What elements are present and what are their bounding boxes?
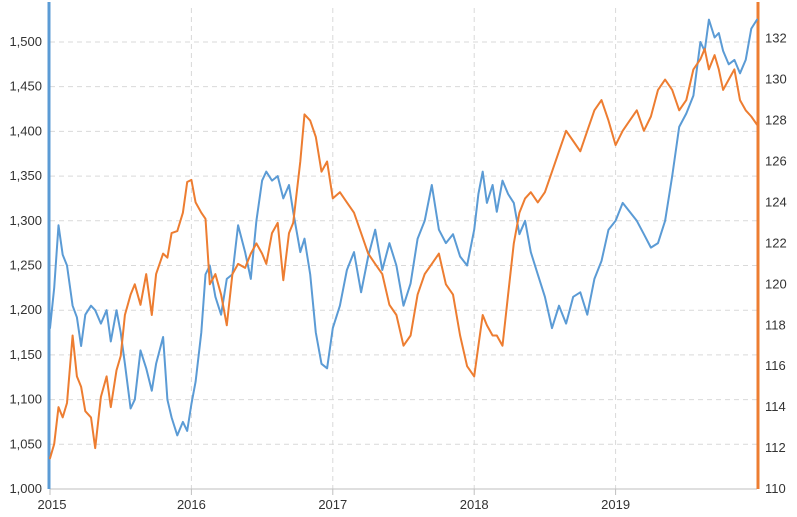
y-left-tick-label: 1,350 <box>9 168 42 183</box>
y-right-tick-label: 118 <box>765 317 786 332</box>
x-tick-label: 2018 <box>460 497 489 512</box>
y-left-tick-label: 1,250 <box>9 257 42 272</box>
y-right-tick-label: 132 <box>765 31 787 46</box>
y-left-tick-label: 1,150 <box>9 347 42 362</box>
y-left-tick-label: 1,200 <box>9 302 42 317</box>
x-tick-label: 2016 <box>177 497 206 512</box>
y-left-tick-label: 1,450 <box>9 79 42 94</box>
y-right-tick-label: 128 <box>765 113 787 128</box>
y-right-tick-label: 114 <box>765 399 786 414</box>
y-right-tick-label: 124 <box>765 194 787 209</box>
x-tick-label: 2015 <box>38 497 67 512</box>
y-right-tick-label: 112 <box>765 440 786 455</box>
y-left-tick-label: 1,100 <box>9 392 42 407</box>
x-tick-label: 2017 <box>318 497 347 512</box>
y-left-tick-label: 1,400 <box>9 123 42 138</box>
y-right-tick-label: 120 <box>765 276 787 291</box>
y-right-tick-label: 130 <box>765 72 787 87</box>
x-tick-label: 2019 <box>601 497 630 512</box>
axis-layer <box>47 2 760 495</box>
y-left-tick-label: 1,050 <box>9 436 42 451</box>
series-layer <box>49 18 758 460</box>
y-right-tick-label: 116 <box>765 358 786 373</box>
y-left-tick-label: 1,500 <box>9 34 42 49</box>
series-line-left-axis <box>49 18 758 437</box>
y-right-tick-label: 110 <box>765 481 786 496</box>
series-line-right-axis <box>49 47 758 460</box>
y-left-tick-label: 1,000 <box>9 481 42 496</box>
y-right-tick-label: 122 <box>765 235 787 250</box>
y-left-tick-label: 1,300 <box>9 213 42 228</box>
label-layer: 1,000 1,050 1,100 1,150 1,200 1,250 1,300 1,350… <box>9 31 786 512</box>
y-right-tick-label: 126 <box>765 154 787 169</box>
